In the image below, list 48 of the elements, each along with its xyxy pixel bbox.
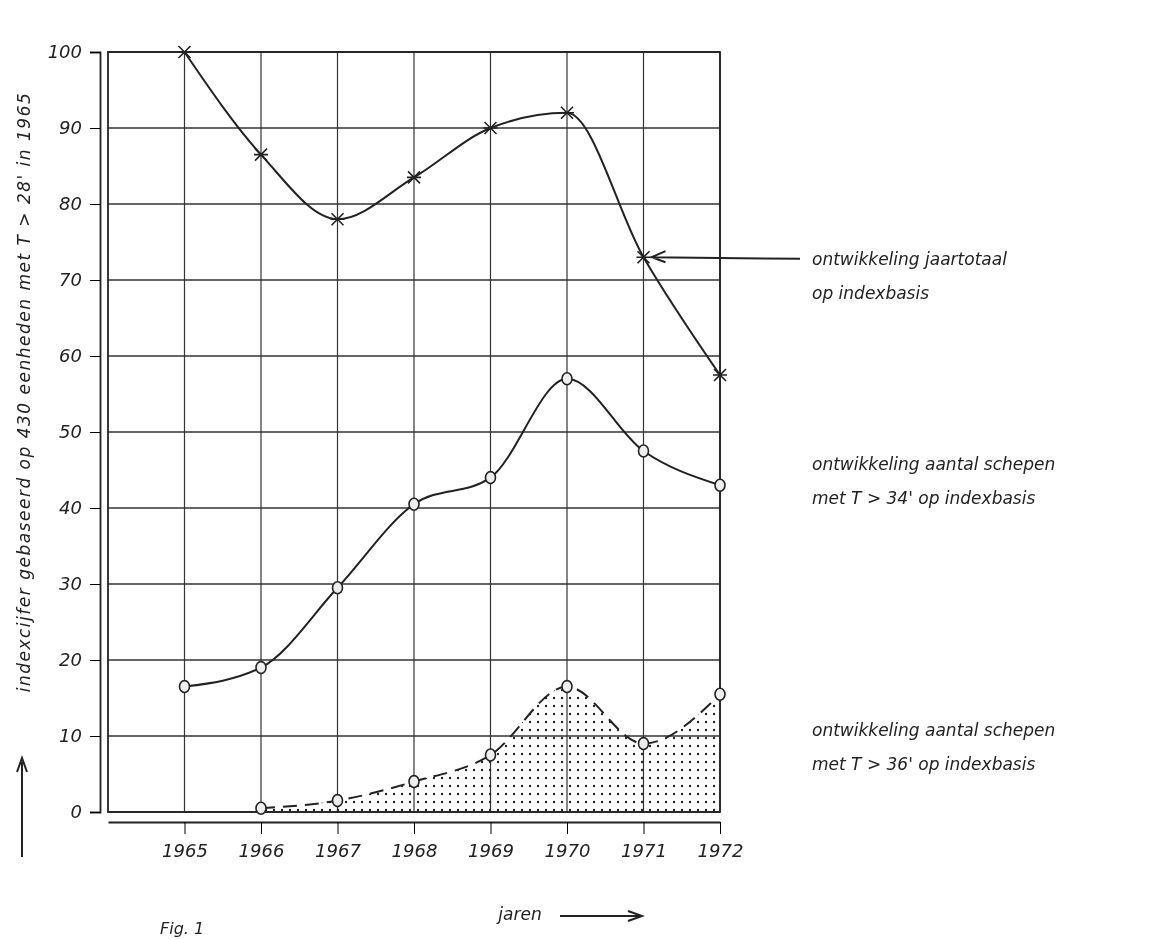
y-tick-label: 30 — [59, 573, 82, 595]
y-tick-label: 50 — [59, 421, 82, 443]
y-axis-title: indexcijfer gebaseerd op 430 eenheden met T > 28' in 1965 — [14, 91, 34, 693]
point — [635, 250, 652, 264]
x-tick-label: 1970 — [544, 839, 591, 861]
point — [329, 212, 346, 226]
y-tick-label: 0 — [70, 801, 82, 823]
point — [484, 470, 497, 485]
x-tick-label: 1965 — [162, 839, 208, 861]
point — [561, 372, 573, 386]
y-tick-label: 100 — [47, 41, 82, 63]
point — [253, 147, 269, 162]
x-axis-title: jaren — [496, 904, 542, 924]
point — [176, 45, 193, 59]
x-tick-label: 1972 — [697, 839, 744, 861]
point — [255, 660, 267, 675]
y-tick-label: 20 — [59, 649, 82, 671]
x-tick-label: 1966 — [238, 839, 285, 861]
point — [482, 121, 499, 135]
point — [714, 687, 726, 701]
point — [331, 793, 344, 808]
x-tick-label: 1969 — [468, 839, 514, 861]
text: ontwikkeling aantal schepen met T > 36' op indexbasis — [812, 720, 1056, 774]
point — [408, 774, 420, 789]
caption: Fig. 1 — [160, 919, 205, 938]
point — [637, 736, 650, 751]
text: ontwikkeling jaartotaal op indexbasis — [812, 248, 1008, 303]
point — [559, 106, 575, 120]
y-tick-label: 60 — [59, 345, 82, 367]
point — [178, 679, 191, 694]
point — [484, 748, 497, 762]
point — [712, 368, 728, 382]
x-tick-label: 1967 — [315, 839, 362, 861]
y-tick-label: 80 — [59, 193, 82, 215]
point — [255, 801, 267, 815]
text: ontwikkeling aantal schepen met T > 34' op indexbasis — [812, 454, 1056, 508]
point — [406, 170, 422, 185]
x-tick-label: 1968 — [391, 839, 438, 861]
point — [331, 581, 344, 595]
y-tick-label: 40 — [59, 497, 82, 519]
point — [408, 497, 420, 511]
point — [714, 478, 726, 492]
y-tick-label: 10 — [59, 725, 82, 747]
y-tick-label: 70 — [59, 269, 82, 291]
y-tick-label: 90 — [59, 117, 82, 139]
point — [561, 679, 573, 694]
point — [637, 444, 650, 458]
x-tick-label: 1971 — [621, 839, 667, 861]
